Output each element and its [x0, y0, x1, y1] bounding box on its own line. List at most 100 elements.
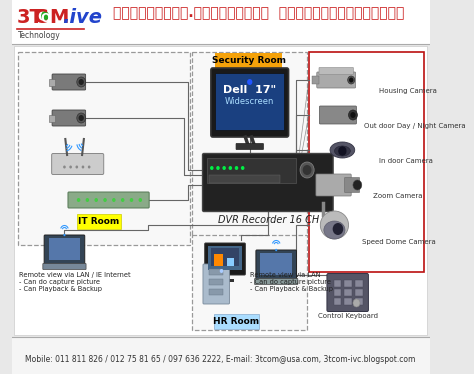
FancyBboxPatch shape	[43, 264, 86, 270]
Circle shape	[138, 198, 142, 202]
Bar	[334, 280, 341, 287]
Bar	[355, 289, 363, 296]
Bar	[11, 337, 430, 374]
Ellipse shape	[330, 142, 355, 158]
Circle shape	[79, 79, 84, 85]
Circle shape	[88, 166, 91, 169]
Bar	[14, 46, 427, 335]
Circle shape	[77, 77, 86, 87]
FancyBboxPatch shape	[52, 110, 86, 126]
FancyBboxPatch shape	[255, 279, 298, 285]
Text: DVR Recorder 16 CH: DVR Recorder 16 CH	[218, 215, 319, 225]
Bar	[355, 280, 363, 287]
Bar	[208, 158, 296, 183]
Ellipse shape	[324, 221, 345, 239]
Circle shape	[86, 198, 89, 202]
Bar	[312, 76, 319, 84]
Bar	[214, 254, 223, 266]
FancyBboxPatch shape	[215, 53, 283, 69]
Bar	[208, 246, 242, 270]
FancyBboxPatch shape	[68, 192, 149, 208]
Circle shape	[77, 113, 86, 123]
Circle shape	[82, 166, 84, 169]
Bar	[211, 248, 239, 266]
Ellipse shape	[41, 11, 49, 21]
FancyBboxPatch shape	[18, 52, 190, 245]
Text: Mobile: 011 811 826 / 012 75 81 65 / 097 636 2222, E-mail: 3tcom@usa.com, 3tcom-: Mobile: 011 811 826 / 012 75 81 65 / 097…	[26, 355, 416, 364]
Circle shape	[130, 198, 133, 202]
Bar	[209, 289, 223, 295]
FancyBboxPatch shape	[319, 67, 354, 74]
Circle shape	[94, 198, 98, 202]
FancyBboxPatch shape	[345, 178, 360, 193]
FancyBboxPatch shape	[211, 68, 289, 137]
Circle shape	[112, 198, 116, 202]
FancyBboxPatch shape	[52, 153, 104, 175]
Text: 3T: 3T	[17, 8, 44, 27]
Bar	[209, 269, 223, 275]
Circle shape	[210, 166, 214, 170]
Circle shape	[353, 299, 360, 307]
Circle shape	[75, 166, 78, 169]
Circle shape	[121, 198, 125, 202]
Circle shape	[303, 165, 311, 175]
FancyBboxPatch shape	[205, 243, 246, 275]
Circle shape	[349, 77, 354, 83]
Text: C: C	[35, 8, 49, 27]
Bar	[344, 298, 352, 305]
FancyBboxPatch shape	[52, 74, 86, 90]
FancyBboxPatch shape	[309, 52, 424, 272]
Bar	[215, 73, 284, 130]
Text: O: O	[40, 12, 50, 25]
Circle shape	[338, 146, 347, 156]
Bar	[355, 298, 363, 305]
FancyBboxPatch shape	[202, 153, 333, 212]
FancyBboxPatch shape	[49, 79, 55, 86]
FancyBboxPatch shape	[327, 273, 368, 312]
Text: Remote view via LAN / IE Internet
- Can do capture picture
- Can Playback & Back: Remote view via LAN / IE Internet - Can …	[18, 272, 130, 292]
Bar	[344, 289, 352, 296]
FancyBboxPatch shape	[317, 72, 356, 88]
Circle shape	[300, 162, 314, 178]
Text: Remote view via LAN
- Can do capture picture
- Can Playback & Backup: Remote view via LAN - Can do capture pic…	[250, 272, 333, 292]
Circle shape	[64, 234, 65, 236]
Bar	[209, 175, 280, 183]
Text: Dell  17": Dell 17"	[223, 85, 276, 95]
Text: HR Room: HR Room	[213, 317, 260, 326]
FancyBboxPatch shape	[49, 114, 55, 122]
Text: Housing Camera: Housing Camera	[379, 88, 438, 94]
Text: Security Room: Security Room	[212, 56, 286, 65]
Circle shape	[216, 166, 220, 170]
FancyBboxPatch shape	[44, 235, 85, 265]
Bar	[260, 253, 292, 275]
Text: Technology: Technology	[18, 31, 61, 40]
Text: Out door Day / Night Camera: Out door Day / Night Camera	[365, 123, 466, 129]
Bar	[48, 238, 80, 260]
Circle shape	[69, 166, 72, 169]
Circle shape	[347, 76, 355, 84]
Circle shape	[350, 112, 356, 118]
Text: In door Camera: In door Camera	[379, 158, 433, 164]
FancyBboxPatch shape	[214, 314, 259, 329]
Circle shape	[247, 79, 252, 85]
FancyBboxPatch shape	[319, 106, 356, 124]
Circle shape	[235, 166, 238, 170]
Bar	[11, 0, 430, 44]
Bar	[216, 279, 234, 282]
Text: IT Room: IT Room	[78, 217, 119, 226]
Text: M: M	[49, 8, 69, 27]
FancyBboxPatch shape	[77, 214, 121, 229]
Circle shape	[79, 115, 84, 121]
Circle shape	[222, 166, 226, 170]
FancyBboxPatch shape	[236, 144, 264, 150]
Circle shape	[353, 180, 362, 190]
Circle shape	[348, 110, 357, 120]
Bar	[334, 298, 341, 305]
Bar	[209, 279, 223, 285]
FancyBboxPatch shape	[316, 174, 351, 196]
Ellipse shape	[335, 146, 350, 156]
Bar	[227, 258, 234, 266]
FancyBboxPatch shape	[256, 250, 297, 280]
Text: Widescreen: Widescreen	[225, 97, 274, 106]
Bar	[334, 289, 341, 296]
